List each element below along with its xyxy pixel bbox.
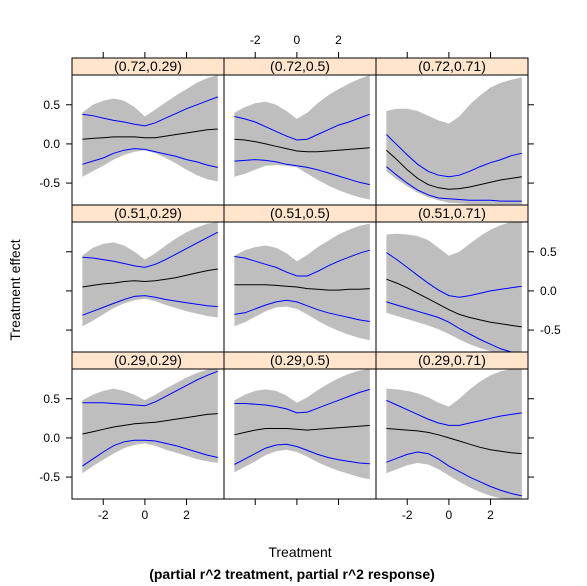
x-tick-label: 2 bbox=[487, 508, 494, 522]
y-tick-label: 0.0 bbox=[43, 137, 60, 151]
lower-bound-line bbox=[234, 159, 370, 186]
estimate-line bbox=[234, 284, 370, 291]
lower-bound-line bbox=[82, 439, 218, 467]
upper-bound-line bbox=[82, 96, 218, 127]
strip-label: (0.72,0.71) bbox=[418, 58, 486, 74]
y-tick-label: -0.5 bbox=[39, 470, 60, 484]
y-tick-label: 0.5 bbox=[43, 98, 60, 112]
upper-bound-line bbox=[234, 388, 370, 414]
upper-bound-line bbox=[234, 249, 370, 277]
confidence-band bbox=[82, 369, 218, 474]
strip-label: (0.29,0.29) bbox=[114, 352, 182, 368]
y-tick-label: -0.5 bbox=[39, 176, 60, 190]
panel-series bbox=[234, 75, 370, 200]
estimate-line bbox=[234, 138, 370, 153]
strip-label: (0.72,0.29) bbox=[114, 58, 182, 74]
panel-series bbox=[82, 222, 219, 327]
panel-2: (0.72,0.5) bbox=[223, 57, 377, 206]
y-axis-title: Treatment effect bbox=[7, 239, 23, 340]
lower-bound-line bbox=[234, 443, 370, 465]
estimate-line bbox=[82, 268, 218, 288]
panel-4: (0.51,0.29) bbox=[71, 204, 225, 353]
lower-bound-line bbox=[386, 301, 515, 352]
y-tick-label: 0.5 bbox=[43, 392, 60, 406]
upper-bound-line bbox=[386, 134, 522, 178]
estimate-line bbox=[82, 413, 218, 435]
x-tick-label: 2 bbox=[183, 508, 190, 522]
panel-8: (0.29,0.5) bbox=[223, 351, 377, 500]
estimate-line bbox=[82, 128, 218, 140]
upper-bound-line bbox=[234, 113, 370, 141]
x-tick-label: 0 bbox=[294, 33, 301, 47]
panel-7: (0.29,0.29) bbox=[71, 351, 225, 500]
x-tick-label: -2 bbox=[98, 508, 109, 522]
lower-bound-line bbox=[82, 295, 218, 316]
lower-bound-line bbox=[234, 299, 370, 322]
strip bbox=[375, 351, 529, 370]
confidence-band bbox=[82, 75, 218, 182]
estimate-line bbox=[234, 424, 370, 436]
estimate-line bbox=[386, 428, 522, 455]
confidence-band bbox=[234, 369, 370, 480]
confidence-band bbox=[234, 223, 370, 341]
x-axis-title: Treatment bbox=[268, 544, 331, 560]
panel-series bbox=[234, 223, 370, 341]
x-axis-subtitle: (partial r^2 treatment, partial r^2 resp… bbox=[149, 566, 435, 582]
confidence-band bbox=[386, 222, 522, 352]
upper-bound-line bbox=[82, 231, 219, 268]
panel-series bbox=[82, 369, 218, 474]
strip-label: (0.51,0.29) bbox=[114, 205, 182, 221]
strip-label: (0.29,0.5) bbox=[270, 352, 330, 368]
y-tick-label: -0.5 bbox=[540, 323, 561, 337]
upper-bound-line bbox=[386, 399, 522, 426]
strip-label: (0.29,0.71) bbox=[418, 352, 486, 368]
confidence-band bbox=[386, 77, 522, 205]
estimate-line bbox=[386, 278, 522, 328]
estimate-line bbox=[386, 149, 522, 190]
panel-series bbox=[234, 369, 370, 480]
panels: (0.72,0.29) (0.72,0.5) (0.72,0.71) (0.51,0.… bbox=[71, 57, 529, 500]
strip-label: (0.51,0.71) bbox=[418, 205, 486, 221]
panel-series bbox=[386, 222, 522, 352]
panel-series bbox=[386, 77, 522, 205]
y-tick-label: 0.0 bbox=[540, 284, 557, 298]
strip-label: (0.72,0.5) bbox=[270, 58, 330, 74]
y-tick-label: 0.5 bbox=[540, 245, 557, 259]
strip bbox=[375, 204, 529, 223]
upper-bound-line bbox=[82, 370, 218, 407]
panel-6: (0.51,0.71) bbox=[375, 204, 529, 353]
lower-bound-line bbox=[386, 166, 522, 202]
x-tick-label: 0 bbox=[142, 508, 149, 522]
panel-3: (0.72,0.71) bbox=[375, 57, 529, 206]
y-tick-label: 0.0 bbox=[43, 431, 60, 445]
panel-series bbox=[386, 369, 522, 499]
upper-bound-line bbox=[386, 252, 522, 298]
x-tick-label: 2 bbox=[335, 33, 342, 47]
confidence-band bbox=[386, 369, 522, 499]
confidence-band bbox=[82, 222, 218, 327]
panel-series bbox=[82, 75, 218, 182]
x-tick-label: -2 bbox=[402, 508, 413, 522]
panel-9: (0.29,0.71) bbox=[375, 351, 529, 500]
panel-1: (0.72,0.29) bbox=[71, 57, 225, 206]
panel-5: (0.51,0.5) bbox=[223, 204, 377, 353]
x-tick-label: 0 bbox=[446, 508, 453, 522]
lower-bound-line bbox=[386, 451, 522, 497]
confidence-band bbox=[234, 75, 370, 200]
x-tick-label: -2 bbox=[250, 33, 261, 47]
lower-bound-line bbox=[82, 148, 218, 168]
axes: -2 0 2 -2 0 2 -2 0 2 -0.5 0.0 0.5 -0.5 0.0 0.5 -0.5 0.0 0… bbox=[39, 33, 561, 522]
strip-label: (0.51,0.5) bbox=[270, 205, 330, 221]
